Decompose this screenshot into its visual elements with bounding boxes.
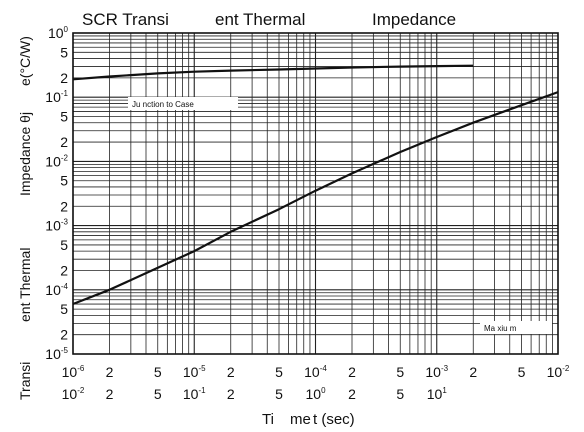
y-tick-label: 10-4: [45, 282, 68, 298]
x-tick-label-secondary: 2: [227, 386, 235, 402]
x-axis-label: Ti me t (sec): [262, 411, 355, 428]
y-tick-label: 2: [60, 327, 68, 343]
xlabel-part-1: Ti: [262, 411, 274, 428]
x-tick-label-primary: 2: [469, 364, 477, 380]
x-tick-label-secondary: 2: [106, 386, 114, 402]
x-tick-label-primary: 5: [154, 364, 162, 380]
xlabel-part-3: t (sec): [313, 411, 355, 428]
x-tick-label-primary: 2: [348, 364, 356, 380]
x-tick-label-primary: 10-2: [547, 364, 570, 380]
y-tick-label: 10-2: [45, 153, 68, 169]
title-part-3: Impedance: [372, 10, 456, 29]
ylabel-part-3: Impedance θj: [17, 112, 33, 196]
ylabel-part-2: ent Thermal: [17, 248, 33, 322]
y-tick-label: 5: [60, 44, 68, 60]
x-tick-label-primary: 2: [227, 364, 235, 380]
title-part-1: SCR Transi: [82, 10, 169, 29]
x-tick-label-primary: 5: [396, 364, 404, 380]
title-part-2: ent Thermal: [215, 10, 305, 29]
x-tick-label-primary: 5: [518, 364, 526, 380]
x-tick-label-primary: 10-4: [304, 364, 327, 380]
x-tick-labels-secondary: 10-2 2 5 10-1 2 5 100 2 5 101: [62, 386, 448, 402]
y-tick-label: 100: [48, 25, 69, 41]
annotation-maximum-box: [480, 321, 552, 334]
y-tick-labels: 100 5 2 10-1 5 2 10-2 5 2 10-3 5 2 10-4 5 2 10-5: [45, 25, 68, 362]
x-tick-label-primary: 5: [275, 364, 283, 380]
chart-title: SCR Transi ent Thermal Impedance: [82, 10, 456, 29]
y-tick-label: 5: [60, 301, 68, 317]
x-tick-label-secondary: 5: [154, 386, 162, 402]
series-line-1: [72, 64, 474, 81]
series-line-2: [72, 91, 559, 306]
y-axis-label: Transi ent Thermal Impedance θj e(°C/W): [17, 36, 33, 400]
x-tick-label-secondary: 100: [305, 386, 326, 402]
x-tick-label-secondary: 101: [427, 386, 448, 402]
y-tick-label: 2: [60, 134, 68, 150]
plot-frame: [72, 32, 559, 355]
x-tick-labels-primary: 10-6 2 5 10-5 2 5 10-4 2 5 10-3 2 5 10-2: [62, 364, 570, 380]
annotation-maximum-text: Ma xiu m: [484, 324, 517, 333]
grid: [72, 33, 558, 355]
y-tick-label: 5: [60, 237, 68, 253]
annotation-maximum: Ma xiu m: [480, 321, 552, 334]
y-tick-label: 2: [60, 70, 68, 86]
ylabel-part-4: e(°C/W): [17, 36, 33, 86]
annotation-junction-text: Ju nction to Case: [132, 100, 194, 109]
annotation-junction-box: [128, 97, 238, 110]
x-tick-label-secondary: 5: [275, 386, 283, 402]
annotation-junction: Ju nction to Case: [128, 97, 238, 110]
x-tick-label-primary: 10-5: [183, 364, 206, 380]
y-tick-label: 10-3: [45, 218, 68, 234]
y-tick-label: 2: [60, 198, 68, 214]
x-tick-label-secondary: 10-1: [183, 386, 206, 402]
ylabel-part-1: Transi: [17, 362, 33, 400]
x-tick-label-secondary: 5: [396, 386, 404, 402]
y-tick-label: 5: [60, 109, 68, 125]
x-tick-label-primary: 10-3: [425, 364, 448, 380]
y-tick-label: 5: [60, 173, 68, 189]
xlabel-part-2: me: [290, 411, 311, 428]
x-tick-label-secondary: 2: [348, 386, 356, 402]
x-tick-label-secondary: 10-2: [62, 386, 85, 402]
x-tick-label-primary: 2: [106, 364, 114, 380]
x-tick-label-primary: 10-6: [62, 364, 85, 380]
y-tick-label: 10-5: [45, 346, 68, 362]
y-tick-label: 10-1: [45, 89, 68, 105]
series-layer: [72, 64, 559, 306]
y-tick-label: 2: [60, 262, 68, 278]
